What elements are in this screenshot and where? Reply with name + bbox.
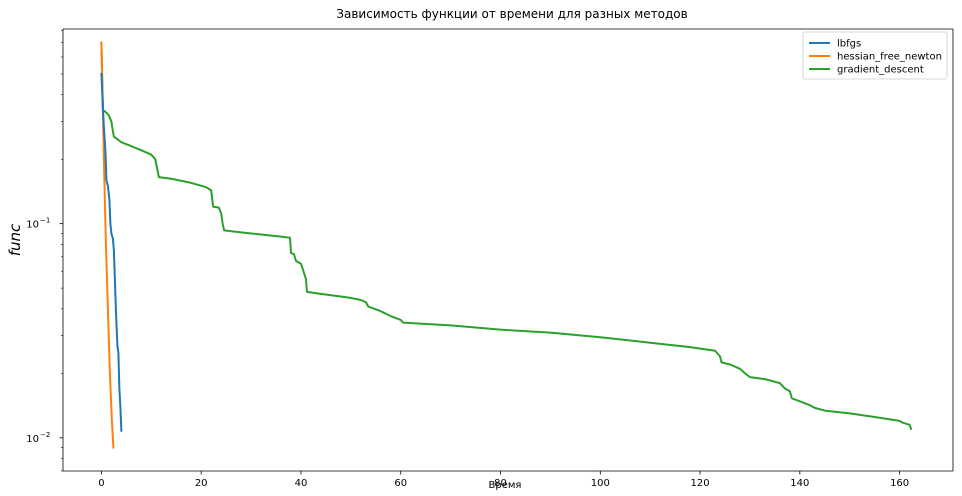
plot-area: [63, 29, 953, 471]
y-tick-label: 10: [26, 434, 39, 445]
legend-label-hessian-free-newton: hessian_free_newton: [837, 52, 942, 63]
x-axis-ticks: 0 20 40 60 80 100 120 140 160: [98, 471, 909, 489]
x-tick-label: 80: [494, 478, 507, 489]
legend-label-gradient-descent: gradient_descent: [837, 65, 924, 76]
legend-label-lbfgs: lbfgs: [837, 39, 861, 50]
series-line-hessian-free-newton: [100, 41, 115, 449]
axes-frame: [62, 28, 954, 472]
x-axis-label: Время: [489, 480, 522, 491]
y-axis-ticks: 10−210−1: [26, 29, 63, 472]
series-line-gradient-descent: [100, 41, 913, 431]
x-tick-label: 120: [691, 478, 710, 489]
y-tick-label-exponent: −2: [40, 431, 50, 439]
series-layer: [100, 41, 913, 449]
series-line-lbfgs: [100, 72, 123, 432]
legend-box: [802, 31, 948, 80]
x-tick-label: 100: [591, 478, 610, 489]
x-tick-label: 40: [295, 478, 308, 489]
y-axis-label: func: [6, 223, 24, 256]
x-tick-label: 160: [890, 478, 909, 489]
x-tick-label: 20: [195, 478, 208, 489]
chart-title: Зависимость функции от времени для разны…: [336, 7, 687, 21]
y-tick-label-exponent: −1: [40, 217, 50, 225]
x-tick-label: 140: [790, 478, 809, 489]
y-tick-label: 10: [26, 220, 39, 231]
x-tick-label: 60: [394, 478, 407, 489]
legend: lbfgs hessian_free_newton gradient_descent: [802, 31, 948, 80]
x-tick-label: 0: [98, 478, 104, 489]
